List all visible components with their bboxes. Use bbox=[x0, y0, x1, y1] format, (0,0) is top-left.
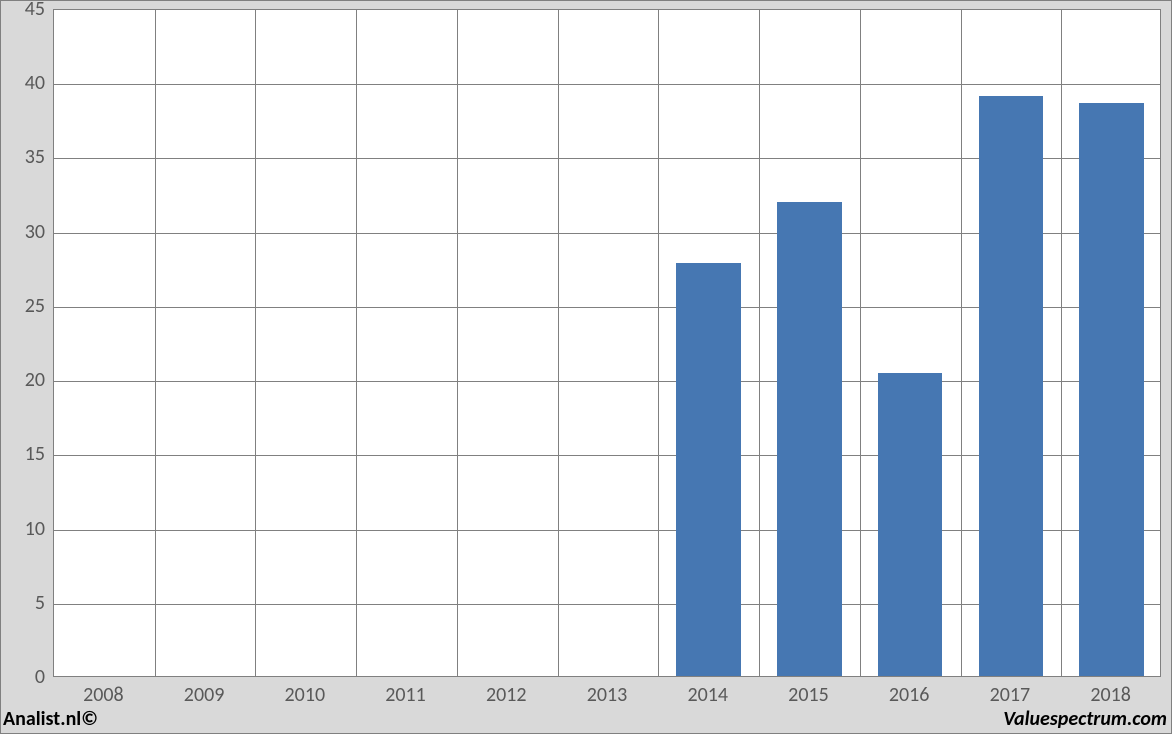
x-tick-label: 2017 bbox=[990, 683, 1031, 707]
gridline-v bbox=[356, 10, 357, 676]
y-tick-label: 0 bbox=[1, 665, 45, 689]
x-tick-label: 2015 bbox=[788, 683, 829, 707]
chart-frame: 0 5 10 15 20 25 30 35 40 45 2008 2009 2010 2011 2012 2… bbox=[0, 0, 1172, 734]
gridline-v bbox=[658, 10, 659, 676]
x-tick-label: 2011 bbox=[385, 683, 426, 707]
gridline-v bbox=[961, 10, 962, 676]
y-tick-label: 10 bbox=[1, 517, 45, 541]
x-tick-label: 2009 bbox=[184, 683, 225, 707]
bar bbox=[676, 263, 740, 676]
plot-area bbox=[53, 9, 1161, 677]
footer-left-credit: Analist.nl© bbox=[3, 707, 98, 731]
y-tick-label: 20 bbox=[1, 368, 45, 392]
x-tick-label: 2013 bbox=[587, 683, 628, 707]
bar bbox=[979, 96, 1043, 676]
gridline-v bbox=[255, 10, 256, 676]
y-tick-label: 15 bbox=[1, 442, 45, 466]
y-tick-label: 30 bbox=[1, 220, 45, 244]
footer-right-credit: Valuespectrum.com bbox=[1003, 707, 1167, 731]
y-tick-label: 5 bbox=[1, 591, 45, 615]
gridline-h bbox=[54, 84, 1160, 85]
y-tick-label: 35 bbox=[1, 145, 45, 169]
gridline-v bbox=[759, 10, 760, 676]
y-tick-label: 25 bbox=[1, 294, 45, 318]
x-tick-label: 2018 bbox=[1090, 683, 1131, 707]
bar bbox=[777, 202, 841, 676]
gridline-v bbox=[155, 10, 156, 676]
x-tick-label: 2012 bbox=[486, 683, 527, 707]
gridline-v bbox=[1061, 10, 1062, 676]
x-tick-label: 2016 bbox=[889, 683, 930, 707]
gridline-v bbox=[860, 10, 861, 676]
gridline-v bbox=[558, 10, 559, 676]
x-tick-label: 2008 bbox=[83, 683, 124, 707]
x-tick-label: 2010 bbox=[285, 683, 326, 707]
y-tick-label: 45 bbox=[1, 0, 45, 21]
gridline-v bbox=[457, 10, 458, 676]
y-tick-label: 40 bbox=[1, 71, 45, 95]
bar bbox=[1079, 103, 1143, 676]
x-tick-label: 2014 bbox=[687, 683, 728, 707]
bar bbox=[878, 373, 942, 676]
